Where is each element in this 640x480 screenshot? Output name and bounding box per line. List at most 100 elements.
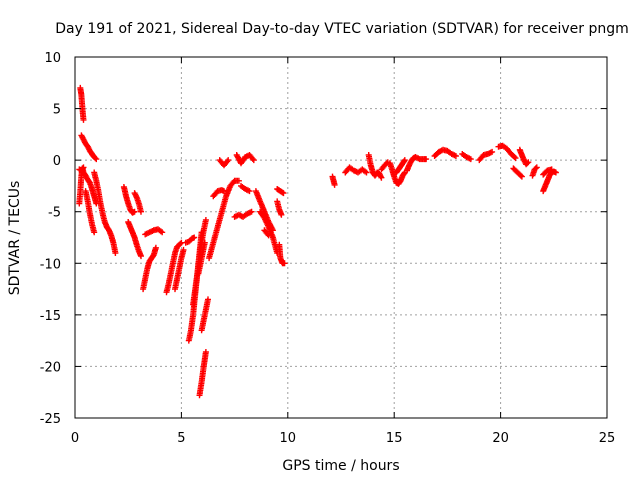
series-f15 (540, 168, 559, 195)
data-point (384, 159, 391, 166)
data-point (235, 177, 242, 184)
y-tick-label: -5 (48, 206, 61, 221)
data-point (131, 208, 138, 215)
data-point (249, 155, 256, 162)
series-f16 (540, 166, 555, 178)
x-tick-label: 10 (280, 431, 297, 446)
series-d3 (216, 157, 232, 169)
series-e3 (261, 227, 272, 239)
series-a5 (91, 169, 119, 256)
data-point (225, 157, 232, 164)
series-c6 (195, 239, 208, 277)
data-point (250, 157, 257, 164)
data-point (467, 156, 474, 163)
series-e1 (252, 188, 276, 234)
series-b3 (125, 219, 144, 260)
data-point (159, 229, 166, 236)
series-f3 (365, 152, 385, 181)
series-a2 (77, 84, 87, 123)
data-point (93, 156, 100, 163)
x-tick-label: 20 (492, 431, 509, 446)
data-point (383, 160, 390, 167)
x-tick-label: 5 (177, 431, 185, 446)
data-point (248, 208, 255, 215)
y-tick-label: 10 (44, 51, 61, 66)
data-point (489, 148, 496, 155)
x-tick-label: 25 (599, 431, 616, 446)
series-d1 (206, 177, 242, 262)
data-point (532, 165, 539, 172)
data-point (280, 190, 287, 197)
data-point (177, 240, 184, 247)
y-tick-label: 0 (53, 154, 61, 169)
series-f13 (510, 165, 525, 180)
data-point (278, 211, 285, 218)
series-d4 (233, 152, 257, 167)
data-point (512, 155, 519, 162)
series-f6 (404, 154, 430, 174)
series-f2 (342, 164, 370, 176)
series-e6 (276, 241, 288, 267)
series-f7 (378, 159, 391, 173)
plot-frame (74, 56, 608, 419)
series-b6 (163, 239, 185, 296)
data-point (548, 166, 555, 173)
series-b4 (142, 226, 166, 238)
data-point (246, 188, 253, 195)
series-f1 (329, 173, 338, 188)
series-a4 (76, 164, 87, 174)
data-point (91, 229, 98, 236)
data-point (112, 250, 119, 256)
x-tick-label: 0 (71, 431, 79, 446)
data-point (221, 188, 227, 195)
grid (75, 57, 607, 418)
x-axis-ticks: 0 5 10 15 20 25 (71, 57, 615, 446)
data-point (264, 231, 271, 238)
data-point (281, 260, 288, 267)
x-tick-label: 15 (386, 431, 403, 446)
data-point (525, 159, 532, 166)
data-point (205, 296, 211, 303)
series-f14 (529, 164, 540, 179)
y-tick-label: -25 (40, 412, 61, 427)
data-point (92, 155, 99, 162)
data-point (511, 154, 518, 160)
data-point (180, 246, 187, 253)
data-point (202, 349, 209, 355)
series-c4 (198, 296, 211, 334)
series-f11 (495, 142, 519, 162)
data-point (331, 181, 338, 188)
data-point (423, 156, 430, 163)
data-point (202, 217, 209, 223)
data-point (138, 253, 144, 260)
data-point (201, 239, 208, 246)
series-a6 (82, 188, 98, 236)
series-f9 (459, 151, 474, 163)
data-point (363, 169, 370, 176)
series-d6 (238, 182, 253, 195)
series-b7 (172, 246, 187, 293)
data-point (524, 160, 531, 167)
series-f8 (431, 146, 459, 159)
y-tick-label: -20 (40, 360, 61, 375)
data-point (517, 172, 524, 179)
data-point (401, 157, 408, 164)
y-tick-label: 5 (53, 103, 61, 118)
data-point (265, 232, 272, 239)
data-points (76, 84, 559, 399)
y-axis-label: SDTVAR / TECUs (7, 181, 23, 296)
series-e5 (274, 198, 285, 218)
series-f5 (393, 157, 408, 176)
data-point (224, 158, 231, 165)
series-f12 (516, 146, 532, 168)
data-point (452, 153, 459, 159)
data-point (138, 208, 144, 215)
data-point (533, 164, 540, 171)
series-b1 (120, 184, 138, 216)
data-point (378, 174, 385, 181)
series-d5 (231, 208, 255, 220)
data-point (518, 173, 525, 180)
series-b2 (131, 190, 144, 215)
y-tick-label: -10 (40, 257, 61, 272)
